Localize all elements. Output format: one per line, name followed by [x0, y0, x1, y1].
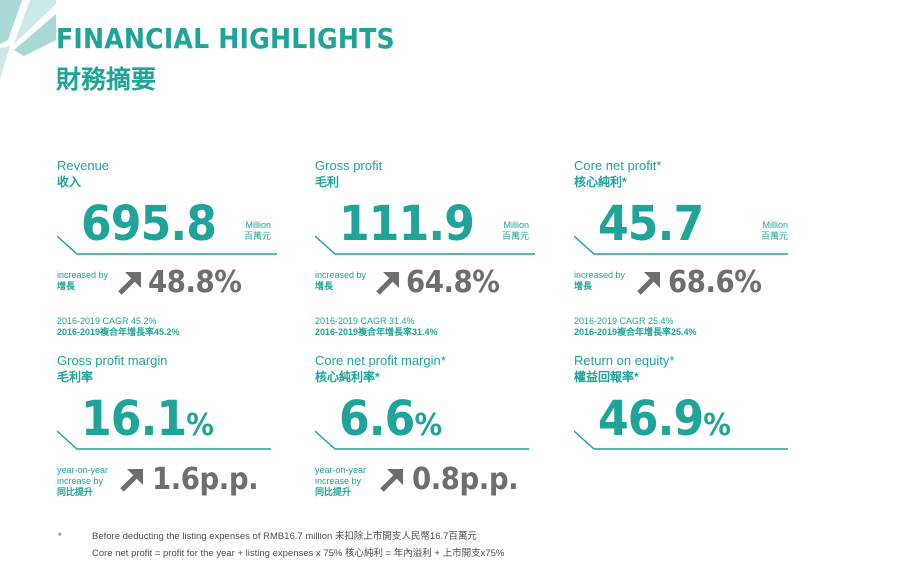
core-net-profit-increase-label: increased by 增長: [574, 270, 626, 291]
return-on-equity-value: 46.9%: [598, 391, 731, 447]
core-net-profit-margin-increase-label: year-on-year increase by 同比提升: [315, 465, 367, 497]
gross-profit-value: 111.9: [339, 196, 475, 252]
revenue-unit: Million 百萬元: [243, 220, 271, 241]
footnote-line-1: Before deducting the listing expenses of…: [92, 531, 477, 542]
gross-profit-cagr: 2016-2019 CAGR 31.4% 2016-2019複合年增長率31.4…: [315, 316, 438, 337]
gross-profit-label-chinese: 毛利: [315, 175, 340, 189]
page-title: FINANCIAL HIGHLIGHTS: [56, 22, 395, 55]
gross-profit-margin-underline: [57, 430, 271, 450]
core-net-profit-cagr: 2016-2019 CAGR 25.4% 2016-2019複合年增長率25.4…: [574, 316, 697, 337]
core-net-profit-underline: [574, 235, 788, 255]
core-net-profit-value-block: 45.7 Million 百萬元: [574, 196, 794, 258]
gross-profit-unit: Million 百萬元: [501, 220, 529, 241]
revenue-increase-label: increased by 增長: [57, 270, 109, 291]
core-net-profit-label: Core net profit*: [574, 158, 662, 173]
footnote-line-2: Core net profit = profit for the year + …: [92, 548, 505, 559]
gross-profit-margin-card: Gross profit margin 毛利率 16.1% year-on-ye…: [57, 353, 297, 497]
return-on-equity-underline: [574, 430, 788, 450]
gross-profit-value-block: 111.9 Million 百萬元: [315, 196, 535, 258]
return-on-equity-label-chinese: 權益回報率*: [574, 370, 639, 384]
arrow-up-right-icon: [118, 272, 141, 295]
page-title-chinese: 財務摘要: [56, 65, 157, 94]
return-on-equity-label: Return on equity*: [574, 353, 675, 368]
core-net-profit-margin-value-block: 6.6%: [315, 391, 535, 453]
gross-profit-margin-value-block: 16.1%: [57, 391, 277, 453]
footnote-mark: *: [58, 531, 62, 542]
gross-profit-margin-value: 16.1%: [81, 391, 214, 447]
core-net-profit-margin-card: Core net profit margin* 核心純利率* 6.6% year…: [315, 353, 555, 497]
gross-profit-label: Gross profit: [315, 158, 383, 173]
gross-profit-card: Gross profit 毛利 111.9 Million 百萬元 increa…: [315, 158, 555, 337]
core-net-profit-margin-label: Core net profit margin*: [315, 353, 446, 368]
revenue-value-block: 695.8 Million 百萬元: [57, 196, 277, 258]
corner-decoration: [0, 0, 56, 80]
core-net-profit-value: 45.7: [598, 196, 704, 252]
gross-profit-increase-label: increased by 增長: [315, 270, 367, 291]
revenue-label-chinese: 收入: [57, 175, 82, 189]
gross-profit-margin-increase-value: 1.6p.p.: [152, 462, 259, 497]
return-on-equity-card: Return on equity* 權益回報率* 46.9%: [574, 353, 814, 450]
core-net-profit-increase-value: 68.6%: [668, 265, 762, 300]
revenue-underline: [57, 235, 277, 255]
arrow-up-right-icon: [637, 272, 660, 295]
gross-profit-underline: [315, 235, 535, 255]
arrow-up-right-icon: [120, 469, 143, 492]
gross-profit-margin-label: Gross profit margin: [57, 353, 168, 368]
arrow-up-right-icon: [376, 272, 399, 295]
revenue-cagr: 2016-2019 CAGR 45.2% 2016-2019複合年增長率45.2…: [57, 316, 180, 337]
core-net-profit-margin-label-chinese: 核心純利率*: [315, 370, 380, 384]
arrow-up-right-icon: [380, 469, 403, 492]
core-net-profit-margin-value: 6.6%: [339, 391, 443, 447]
revenue-increase-value: 48.8%: [148, 265, 242, 300]
revenue-value: 695.8: [81, 196, 217, 252]
revenue-label: Revenue: [57, 158, 110, 173]
return-on-equity-value-block: 46.9%: [574, 391, 794, 453]
gross-profit-increase-value: 64.8%: [406, 265, 500, 300]
core-net-profit-margin-increase-value: 0.8p.p.: [412, 462, 519, 497]
core-net-profit-card: Core net profit* 核心純利* 45.7 Million 百萬元 …: [574, 158, 814, 337]
gross-profit-margin-label-chinese: 毛利率: [57, 370, 94, 384]
revenue-card: Revenue 收入 695.8 Million 百萬元 increased b…: [57, 158, 297, 337]
gross-profit-margin-increase-label: year-on-year increase by 同比提升: [57, 465, 109, 497]
core-net-profit-margin-underline: [315, 430, 529, 450]
core-net-profit-label-chinese: 核心純利*: [574, 175, 627, 189]
core-net-profit-unit: Million 百萬元: [760, 220, 788, 241]
